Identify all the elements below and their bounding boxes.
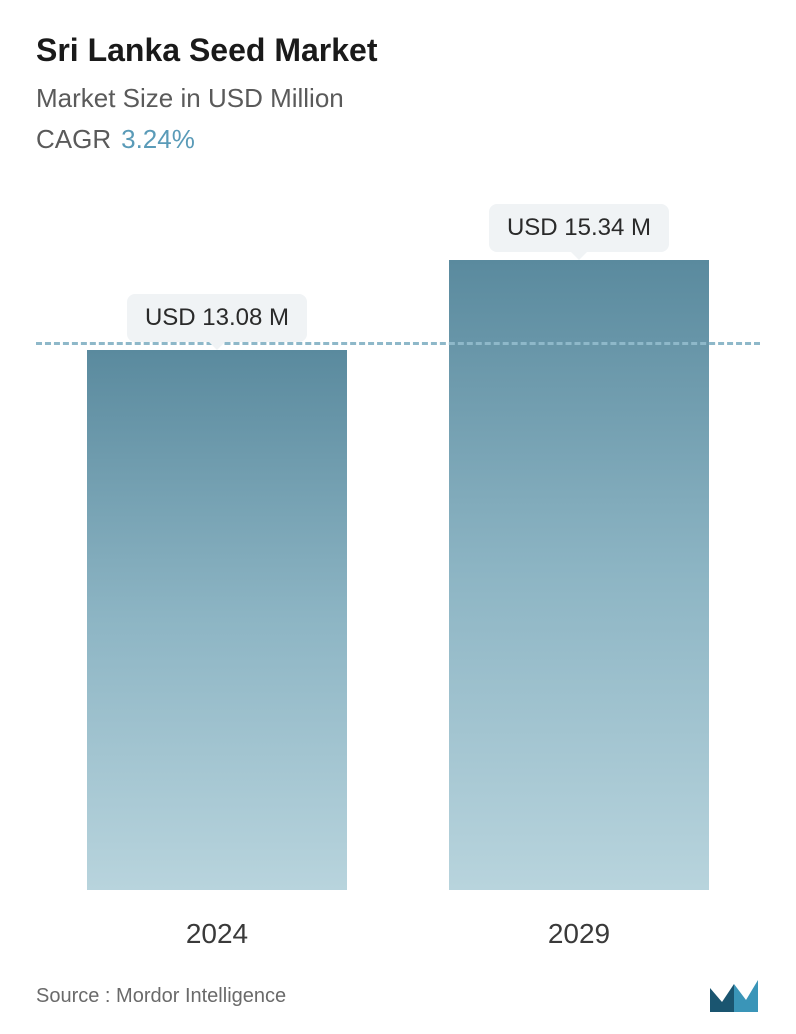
cagr-label: CAGR (36, 124, 111, 154)
mordor-logo-icon (708, 978, 760, 1014)
value-label-2024: USD 13.08 M (127, 294, 307, 342)
x-axis-labels: 2024 2029 (36, 918, 760, 950)
x-label-2024: 2024 (87, 918, 347, 950)
chart-area: USD 13.08 M USD 15.34 M 2024 2029 (36, 215, 760, 950)
bars-container: USD 13.08 M USD 15.34 M (36, 215, 760, 890)
chart-title: Sri Lanka Seed Market (36, 32, 760, 69)
chart-container: Sri Lanka Seed Market Market Size in USD… (0, 0, 796, 1034)
bar-2029 (449, 260, 709, 890)
footer: Source : Mordor Intelligence (36, 970, 760, 1014)
bar-group-2029: USD 15.34 M (449, 204, 709, 890)
chart-subtitle: Market Size in USD Million (36, 83, 760, 114)
reference-line (36, 342, 760, 345)
value-label-2029: USD 15.34 M (489, 204, 669, 252)
x-label-2029: 2029 (449, 918, 709, 950)
cagr-value: 3.24% (121, 124, 195, 154)
source-text: Source : Mordor Intelligence (36, 985, 286, 1008)
cagr-line: CAGR 3.24% (36, 124, 760, 155)
bar-group-2024: USD 13.08 M (87, 294, 347, 890)
bar-2024 (87, 350, 347, 890)
